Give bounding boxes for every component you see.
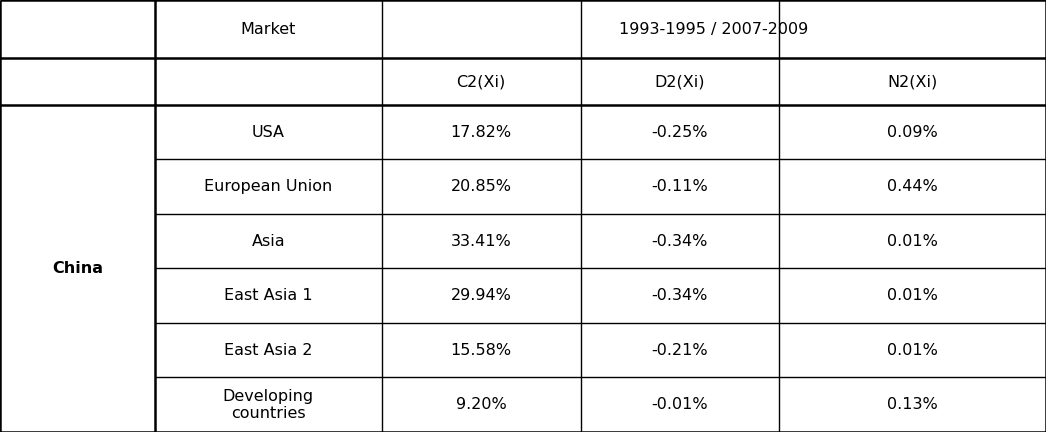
Text: -0.21%: -0.21% (652, 343, 708, 358)
Text: 0.01%: 0.01% (887, 343, 938, 358)
Text: N2(Xi): N2(Xi) (887, 74, 938, 89)
Text: 29.94%: 29.94% (451, 288, 511, 303)
Text: USA: USA (252, 125, 285, 140)
Text: 0.01%: 0.01% (887, 288, 938, 303)
Text: 9.20%: 9.20% (456, 397, 506, 412)
Text: -0.34%: -0.34% (652, 234, 708, 249)
Text: Market: Market (241, 22, 296, 37)
Text: 0.01%: 0.01% (887, 234, 938, 249)
Text: 33.41%: 33.41% (451, 234, 511, 249)
Text: Asia: Asia (251, 234, 286, 249)
Text: C2(Xi): C2(Xi) (456, 74, 506, 89)
Text: -0.34%: -0.34% (652, 288, 708, 303)
Text: D2(Xi): D2(Xi) (655, 74, 705, 89)
Text: 0.09%: 0.09% (887, 125, 938, 140)
Text: Developing
countries: Developing countries (223, 388, 314, 421)
Text: 0.13%: 0.13% (887, 397, 938, 412)
Text: -0.25%: -0.25% (652, 125, 708, 140)
Text: 17.82%: 17.82% (451, 125, 511, 140)
Text: -0.01%: -0.01% (652, 397, 708, 412)
Text: 15.58%: 15.58% (451, 343, 511, 358)
Text: 20.85%: 20.85% (451, 179, 511, 194)
Text: 1993-1995 / 2007-2009: 1993-1995 / 2007-2009 (619, 22, 809, 37)
Text: East Asia 2: East Asia 2 (224, 343, 313, 358)
Text: -0.11%: -0.11% (652, 179, 708, 194)
Text: East Asia 1: East Asia 1 (224, 288, 313, 303)
Text: China: China (52, 261, 103, 276)
Text: 0.44%: 0.44% (887, 179, 938, 194)
Text: European Union: European Union (204, 179, 333, 194)
